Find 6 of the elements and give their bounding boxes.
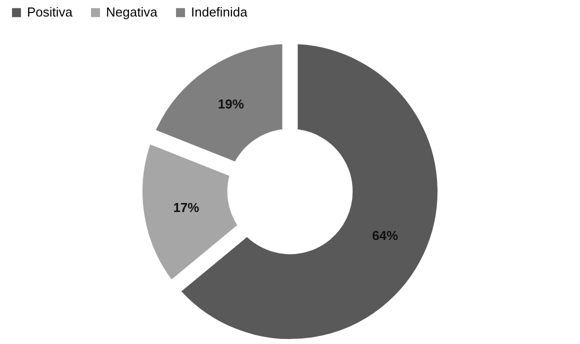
data-label: 19% [218,96,244,112]
legend-label: Positiva [27,4,74,20]
legend-label: Negativa [106,4,158,20]
data-label: 64% [372,228,399,244]
legend-label: Indefinida [191,4,248,20]
data-label: 17% [173,200,200,215]
